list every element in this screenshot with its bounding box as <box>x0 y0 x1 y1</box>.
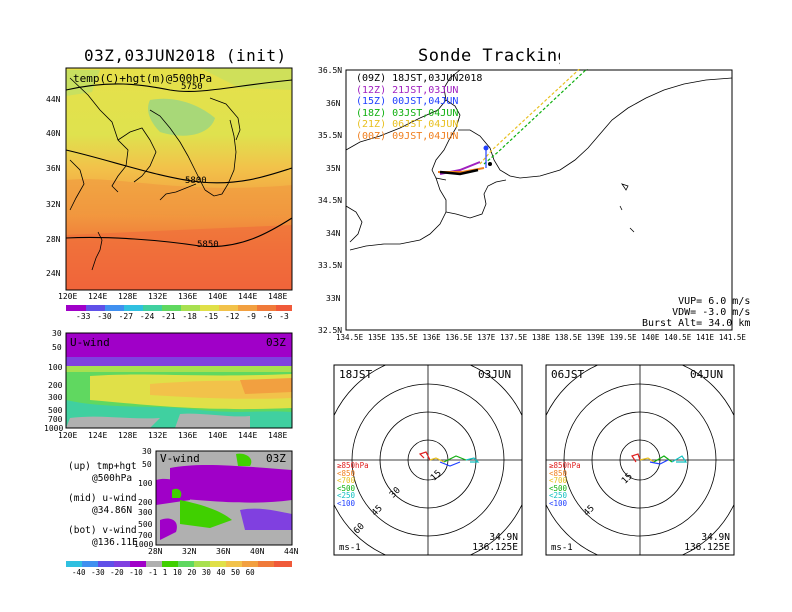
temperature-panel-label: temp(C)+hgt(m)@500hPa <box>73 72 213 85</box>
lat-tick: 35.5N <box>318 131 343 140</box>
legend-entry: (21Z) 06JST,04JUN <box>356 119 459 130</box>
hodo-right-unit: ms-1 <box>551 543 573 553</box>
lat-tick: 28N <box>148 547 163 556</box>
p-tick: 100 <box>138 479 153 488</box>
contour-label-5850: 5850 <box>197 240 219 250</box>
lon-tick: 136E <box>178 292 198 301</box>
lon-tick: 140E <box>208 431 228 440</box>
lon-tick: 136E <box>178 431 198 440</box>
lat-tick: 35N <box>326 164 341 173</box>
lon-tick: 144E <box>238 431 258 440</box>
p-tick: 300 <box>48 393 63 402</box>
hodo-left-time: 18JST <box>339 368 373 381</box>
p-tick: 30 <box>52 329 62 338</box>
lon-tick: 120E <box>58 431 78 440</box>
hodo-left-location: 34.9N 136.125E <box>472 532 518 553</box>
p-tick: 1000 <box>44 424 64 433</box>
p-tick: 700 <box>48 415 63 424</box>
lat-tick: 32.5N <box>318 326 343 335</box>
wind-colorbar-ticks: -40 -30 -20 -10 -1 1 10 20 30 40 50 60 <box>72 568 255 577</box>
legend-entry: (18Z) 03JST,04JUN <box>356 107 459 119</box>
u-wind-label: U-wind <box>70 336 110 349</box>
lon-tick: 140E <box>208 292 228 301</box>
p-tick: 300 <box>138 508 153 517</box>
legend-entry: (00Z) 09JST,04JUN <box>356 130 459 142</box>
lon-tick: 132E <box>148 431 168 440</box>
p-tick: 50 <box>142 460 152 469</box>
launch-params: VUP= 6.0 m/s VDW= -3.0 m/s Burst Alt= 34… <box>642 296 751 329</box>
v-wind-time: 03Z <box>266 452 286 465</box>
lat-tick: 44N <box>46 95 61 104</box>
temperature-field <box>66 68 292 290</box>
p-tick: 200 <box>138 498 153 507</box>
lat-tick: 40N <box>46 129 61 138</box>
lat-tick: 34.5N <box>318 196 343 205</box>
lon-tick: 124E <box>88 431 108 440</box>
hodo-right-time: 06JST <box>551 368 585 381</box>
lat-tick: 36N <box>216 547 231 556</box>
height-contours <box>65 79 293 248</box>
contour-label-5750: 5750 <box>181 82 203 92</box>
p-tick: 1000 <box>134 540 154 549</box>
lat-tick: 44N <box>284 547 299 556</box>
colorbar-ticks: -33 -30 -27 -24 -21 -18 -15 -12 -9 -6 -3 <box>76 312 289 321</box>
hodograph-right-trace <box>631 453 688 465</box>
lat-tick: 36.5N <box>318 66 343 75</box>
left-title: 03Z,03JUN2018 (init) <box>84 46 287 65</box>
hodograph-left-trace <box>418 451 480 467</box>
lon-tick: 128E <box>118 292 138 301</box>
hodo-right-location: 34.9N 136.125E <box>684 532 730 553</box>
track-coastlines <box>345 69 733 251</box>
p-tick: 30 <box>142 447 152 456</box>
lon-tick: 148E <box>268 292 288 301</box>
lat-tick: 32N <box>46 200 61 209</box>
lat-tick: 33N <box>326 294 341 303</box>
p-tick: 500 <box>138 520 153 529</box>
lat-tick: 34N <box>326 229 341 238</box>
v-wind-label: V-wind <box>160 452 200 465</box>
map-top-mask <box>560 0 680 69</box>
lon-tick: 144E <box>238 292 258 301</box>
trajectory-lines <box>438 37 621 176</box>
hodo-right-date: 04JUN <box>690 368 724 381</box>
temperature-colorbar <box>66 305 292 311</box>
panel-notes: (up) tmp+hgt @500hPa (mid) u-wind @34.86… <box>68 461 138 548</box>
u-wind-time: 03Z <box>266 336 286 349</box>
contour-label-5800: 5800 <box>185 176 207 186</box>
lon-tick: 128E <box>118 431 138 440</box>
legend-entry: (09Z) 18JST,03JUN2018 <box>356 73 483 84</box>
lat-tick: 33.5N <box>318 261 343 270</box>
track-lon-ticks: 134.5E 135E 135.5E 136E 136.5E 137E 137.5E 138E… <box>336 333 746 342</box>
lon-tick: 148E <box>268 431 288 440</box>
p-tick: 200 <box>48 381 63 390</box>
p-tick: 700 <box>138 531 153 540</box>
hodo-left-date: 03JUN <box>478 368 512 381</box>
wind-colorbar <box>66 561 292 567</box>
lon-tick: 124E <box>88 292 108 301</box>
p-tick: 100 <box>48 363 63 372</box>
legend-entry: (12Z) 21JST,03JUN <box>356 84 459 96</box>
p-tick: 500 <box>48 406 63 415</box>
legend-entry: (15Z) 00JST,04JUN <box>356 96 459 107</box>
lat-tick: 28N <box>46 235 61 244</box>
lat-tick: 40N <box>250 547 265 556</box>
lat-tick: 24N <box>46 269 61 278</box>
hodo-left-levels: ≥850hPa <850 <700 <500 <250 <100 <box>337 461 369 508</box>
hodo-right-levels: ≥850hPa <850 <700 <500 <250 <100 <box>549 461 581 508</box>
track-legend: (09Z) 18JST,03JUN2018 (12Z) 21JST,03JUN … <box>356 73 482 142</box>
hodograph-left-rings <box>334 365 522 555</box>
p-tick: 50 <box>52 343 62 352</box>
lon-tick: 120E <box>58 292 78 301</box>
lon-tick: 132E <box>148 292 168 301</box>
coastlines <box>69 77 241 271</box>
lat-tick: 36N <box>326 99 341 108</box>
lat-tick: 32N <box>182 547 197 556</box>
lat-tick: 36N <box>46 164 61 173</box>
hodo-left-unit: ms-1 <box>339 543 361 553</box>
